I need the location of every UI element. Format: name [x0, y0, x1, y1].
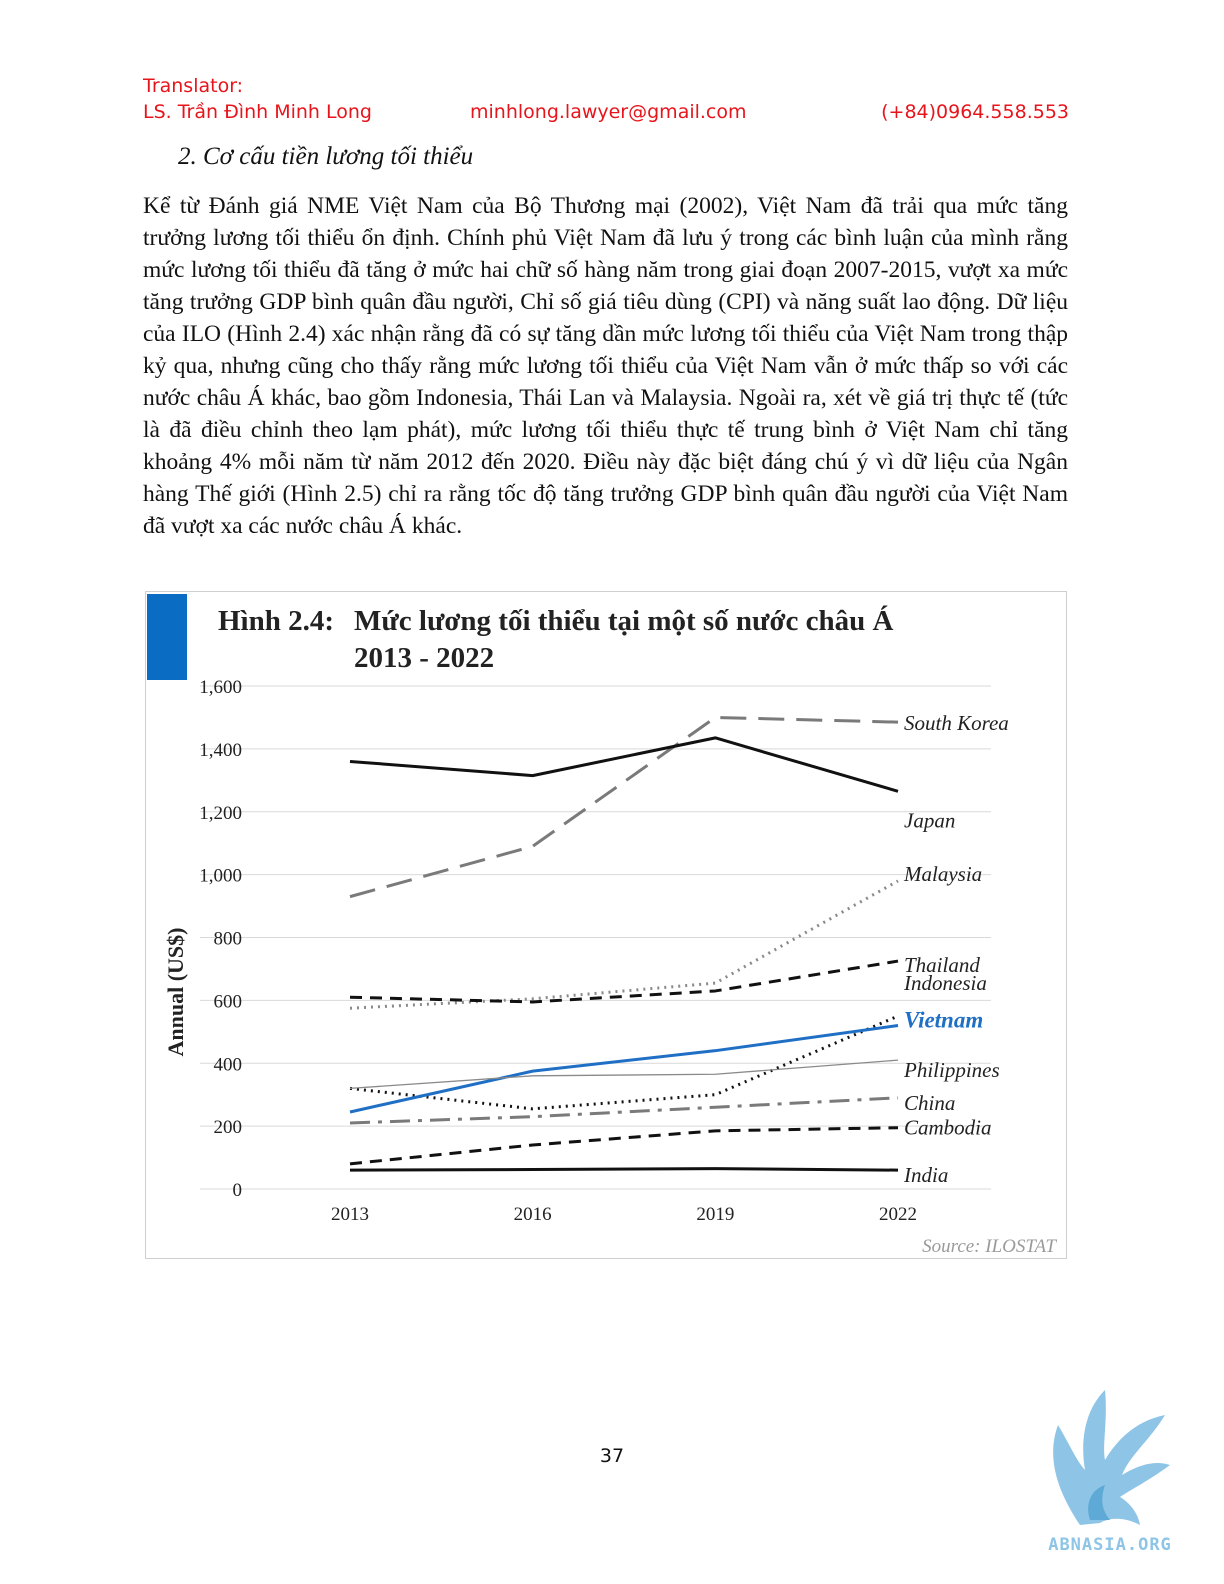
chart-source: Source: ILOSTAT: [922, 1236, 1057, 1257]
series-label-japan: Japan: [904, 808, 955, 832]
series-line-indonesia: [349, 1014, 899, 1111]
translator-email: minhlong.lawyer@gmail.com: [470, 101, 747, 123]
x-tick-label: 2013: [331, 1204, 369, 1225]
series-label-vietnam: Vietnam: [904, 1008, 983, 1033]
abnasia-logo: ABNASIA.ORG: [1048, 1390, 1172, 1555]
chart-title-prefix: Hình 2.4:: [218, 605, 334, 637]
translator-label: Translator:: [143, 75, 244, 97]
logo-text: ABNASIA.ORG: [1048, 1535, 1172, 1555]
series-label-malaysia: Malaysia: [903, 862, 982, 886]
series-label-south-korea: South Korea: [904, 711, 1009, 735]
series-label-indonesia: Indonesia: [903, 971, 987, 995]
y-tick-label: 600: [214, 991, 243, 1012]
y-tick-label: 1,200: [199, 803, 242, 824]
page-number: 37: [599, 1445, 625, 1467]
x-tick-label: 2016: [514, 1204, 552, 1225]
section-heading: 2. Cơ cấu tiền lương tối thiểu: [178, 143, 474, 170]
series-label-thailand: Thailand: [904, 953, 980, 977]
series-line-philippines: [349, 1059, 899, 1090]
y-axis-label: Annual (US$): [163, 928, 188, 1057]
series-line-india: [349, 1167, 899, 1172]
series-label-cambodia: Cambodia: [904, 1116, 992, 1140]
series-line-japan: [349, 736, 899, 793]
y-tick-label: 1,400: [199, 740, 242, 761]
y-tick-label: 200: [214, 1117, 243, 1138]
y-tick-label: 400: [214, 1054, 243, 1075]
chart-title: Mức lương tối thiểu tại một số nước châu…: [354, 604, 894, 637]
x-tick-label: 2019: [696, 1204, 734, 1225]
series-line-south-korea: [349, 715, 899, 899]
chart-svg: Hình 2.4: Mức lương tối thiểu tại một số…: [147, 594, 1057, 1257]
series-line-malaysia: [349, 879, 899, 1010]
y-tick-label: 1,600: [199, 677, 242, 698]
series-line-china: [349, 1096, 899, 1125]
series-label-philippines: Philippines: [903, 1058, 1000, 1082]
figure-chart: Hình 2.4: Mức lương tối thiểu tại một số…: [145, 591, 1067, 1259]
translator-name: LS. Trần Đình Minh Long: [143, 101, 372, 123]
chart-subtitle: 2013 - 2022: [354, 642, 494, 674]
translator-phone: (+84)0964.558.553: [881, 101, 1069, 123]
series-line-vietnam: [349, 1024, 899, 1114]
series-line-thailand: [349, 959, 899, 1004]
x-tick-label: 2022: [879, 1204, 917, 1225]
series-line-cambodia: [349, 1126, 899, 1166]
y-tick-label: 800: [214, 929, 243, 950]
y-tick-label: 1,000: [199, 866, 242, 887]
figure-accent-bar: [147, 594, 187, 680]
body-paragraph: Kể từ Đánh giá NME Việt Nam của Bộ Thươn…: [143, 193, 1068, 539]
series-label-china: China: [904, 1091, 955, 1115]
series-label-india: India: [903, 1163, 948, 1187]
y-tick-label: 0: [233, 1180, 243, 1201]
